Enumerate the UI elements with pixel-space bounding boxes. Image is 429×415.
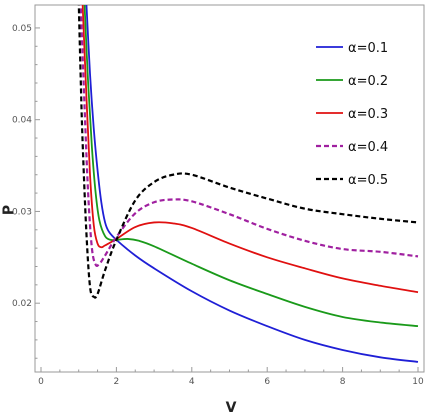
- y-tick-label: 0.05: [12, 24, 32, 34]
- legend-label-3: α=0.3: [348, 107, 388, 122]
- series-line-5: [77, 5, 419, 299]
- y-tick-label: 0.02: [12, 299, 32, 309]
- y-tick-label: 0.04: [12, 116, 32, 126]
- axis-ticks: 0 2 4 6 8 10 0.02 0.03 0.04 0.05: [12, 24, 424, 387]
- x-axis-label: V: [226, 400, 237, 415]
- y-tick-label: 0.03: [12, 207, 32, 217]
- series-line-4: [79, 5, 419, 267]
- series-lines: [77, 5, 419, 363]
- x-tick-label: 8: [340, 377, 346, 387]
- series-line-2: [83, 5, 419, 328]
- legend-label-5: α=0.5: [348, 173, 388, 188]
- series-line-3: [81, 5, 419, 294]
- x-tick-label: 10: [412, 377, 424, 387]
- series-line-1: [85, 5, 419, 363]
- x-tick-label: 4: [189, 377, 195, 387]
- legend-label-4: α=0.4: [348, 140, 388, 155]
- legend: α=0.1 α=0.2 α=0.3 α=0.4 α=0.5: [316, 41, 388, 188]
- legend-label-1: α=0.1: [348, 41, 388, 56]
- x-tick-label: 0: [38, 377, 44, 387]
- y-axis-label: P: [1, 205, 17, 215]
- legend-label-2: α=0.2: [348, 74, 388, 89]
- x-tick-label: 2: [114, 377, 120, 387]
- x-tick-label: 6: [264, 377, 270, 387]
- plot-frame: [34, 4, 425, 373]
